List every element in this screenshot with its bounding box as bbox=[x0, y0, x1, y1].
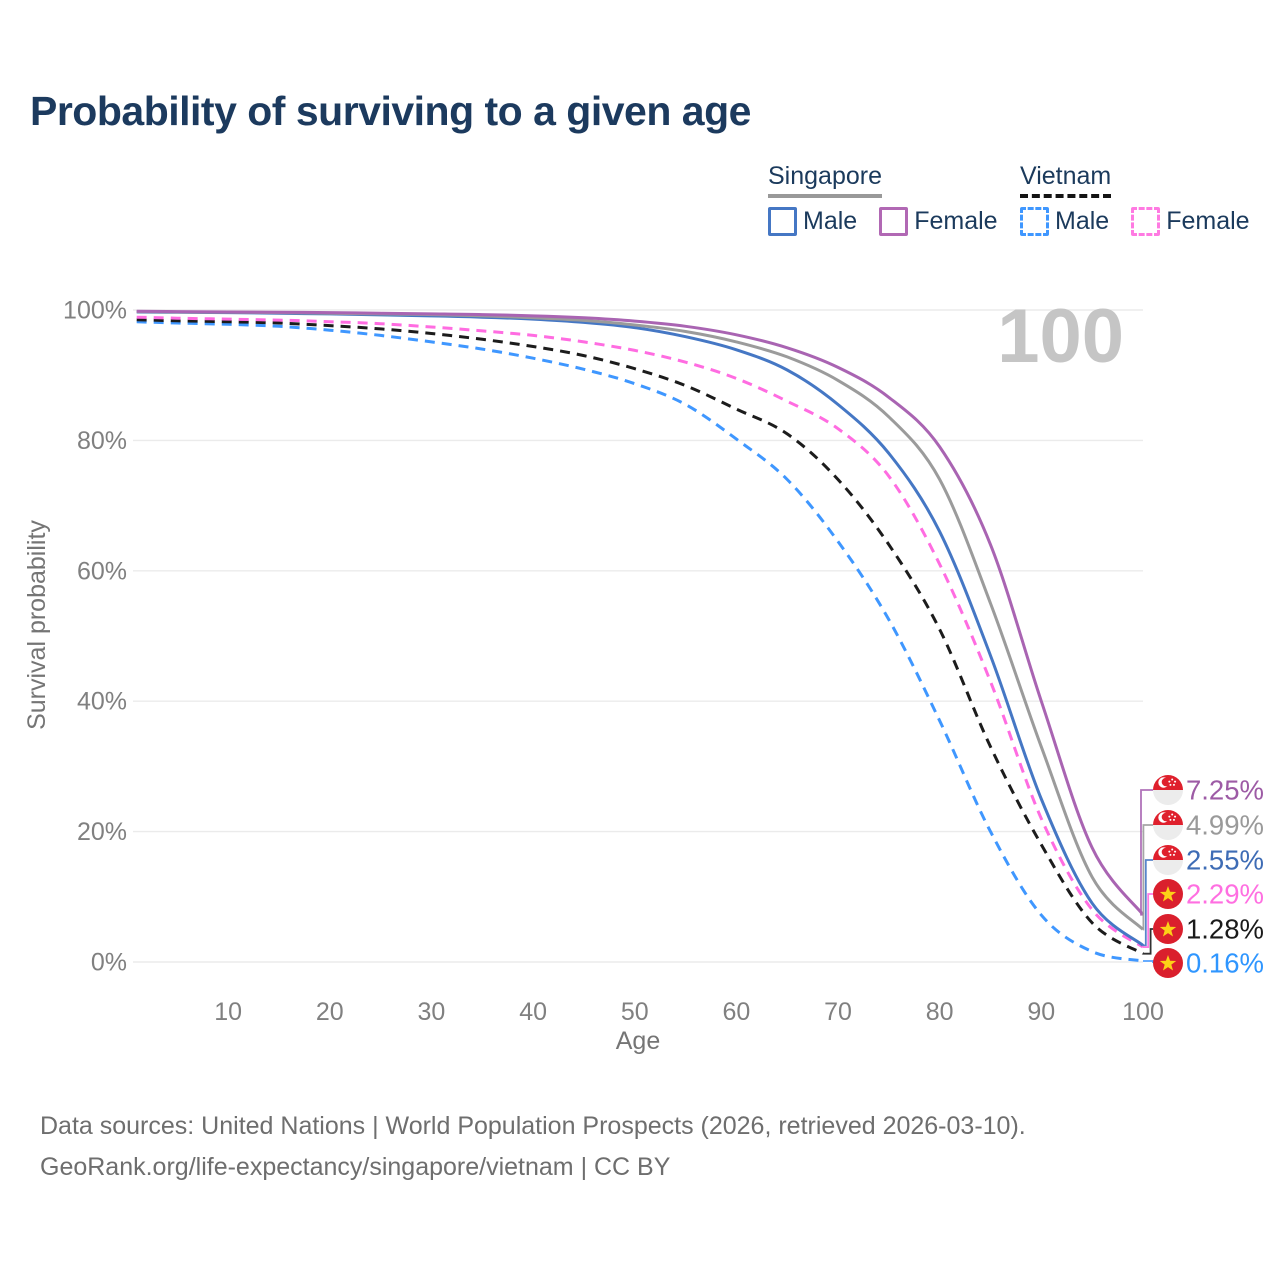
y-tick-label: 100% bbox=[63, 297, 127, 325]
end-label-connector-vietnam-male bbox=[1143, 960, 1154, 963]
x-tick-label: 70 bbox=[824, 998, 852, 1026]
legend-swatch-vietnam-female[interactable] bbox=[1131, 207, 1161, 236]
legend-swatch-vietnam-male[interactable] bbox=[1020, 207, 1049, 236]
y-tick-label: 60% bbox=[77, 557, 127, 585]
y-tick-label: 20% bbox=[77, 818, 127, 846]
y-axis-label: Survival probability bbox=[23, 520, 51, 730]
end-label-singapore-male: 2.55% bbox=[1186, 845, 1264, 876]
y-tick-label: 40% bbox=[77, 688, 127, 716]
end-label-singapore-female: 7.25% bbox=[1186, 775, 1264, 806]
end-label-connector-vietnam-both bbox=[1143, 928, 1153, 955]
end-label-vietnam-female: 2.29% bbox=[1186, 879, 1264, 910]
curve-vietnam-male[interactable] bbox=[136, 320, 1144, 963]
legend-items-singapore: Male Female bbox=[768, 207, 1020, 236]
legend-item-singapore-female[interactable]: Female bbox=[879, 207, 998, 236]
vietnam-flag-icon bbox=[1153, 948, 1183, 978]
page-title: Probability of surviving to a given age bbox=[30, 88, 751, 134]
end-label-connector-vietnam-female bbox=[1143, 893, 1153, 948]
legend-group-singapore: Singapore Male Female bbox=[768, 162, 1020, 236]
x-tick-label: 90 bbox=[1027, 998, 1055, 1026]
singapore-flag-icon bbox=[1153, 775, 1183, 805]
legend-swatch-singapore-female[interactable] bbox=[879, 207, 909, 236]
y-tick-label: 80% bbox=[77, 427, 127, 455]
x-tick-label: 10 bbox=[214, 998, 242, 1026]
end-label-vietnam-both: 1.28% bbox=[1186, 914, 1264, 945]
x-tick-label: 60 bbox=[722, 998, 750, 1026]
legend-item-vietnam-male[interactable]: Male bbox=[1020, 207, 1109, 236]
age-watermark: 100 bbox=[997, 294, 1124, 379]
legend-group-title-singapore: Singapore bbox=[768, 162, 882, 198]
vietnam-flag-icon bbox=[1153, 879, 1183, 909]
x-tick-label: 40 bbox=[519, 998, 547, 1026]
x-tick-label: 50 bbox=[621, 998, 649, 1026]
x-axis-label: Age bbox=[616, 1027, 660, 1055]
legend-label-vietnam-male: Male bbox=[1055, 207, 1110, 235]
end-label-connector-singapore-male bbox=[1143, 859, 1153, 947]
footer-line-datasources: Data sources: United Nations | World Pop… bbox=[40, 1112, 1026, 1140]
footer-attribution: Data sources: United Nations | World Pop… bbox=[40, 1106, 1026, 1188]
legend-item-singapore-male[interactable]: Male bbox=[768, 207, 857, 236]
x-tick-label: 100 bbox=[1122, 998, 1164, 1026]
legend-label-vietnam-female: Female bbox=[1166, 207, 1250, 235]
singapore-flag-icon bbox=[1153, 810, 1183, 840]
vietnam-flag-icon bbox=[1153, 914, 1183, 944]
x-tick-label: 80 bbox=[926, 998, 954, 1026]
legend-items-vietnam: Male Female bbox=[1020, 207, 1272, 236]
legend-swatch-singapore-male[interactable] bbox=[768, 207, 797, 236]
curve-singapore-female[interactable] bbox=[136, 309, 1145, 916]
footer-line-url: GeoRank.org/life-expectancy/singapore/vi… bbox=[40, 1153, 671, 1181]
legend-group-vietnam: Vietnam Male Female bbox=[1020, 162, 1272, 236]
y-tick-label: 0% bbox=[91, 949, 127, 977]
curve-singapore-both[interactable] bbox=[136, 310, 1145, 931]
legend-item-vietnam-female[interactable]: Female bbox=[1131, 207, 1250, 236]
x-tick-label: 30 bbox=[417, 998, 445, 1026]
legend-label-singapore-female: Female bbox=[914, 207, 998, 235]
curve-vietnam-both[interactable] bbox=[136, 318, 1144, 956]
singapore-flag-icon bbox=[1153, 845, 1183, 875]
curve-singapore-male[interactable] bbox=[136, 310, 1144, 947]
legend-group-title-vietnam: Vietnam bbox=[1020, 162, 1112, 198]
end-label-connector-singapore-both bbox=[1142, 824, 1153, 931]
legend-label-singapore-male: Male bbox=[803, 207, 858, 235]
end-label-connector-singapore-female bbox=[1140, 789, 1153, 916]
end-label-vietnam-male: 0.16% bbox=[1186, 948, 1264, 979]
end-label-singapore-both: 4.99% bbox=[1186, 810, 1264, 841]
x-tick-label: 20 bbox=[316, 998, 344, 1026]
curve-vietnam-female[interactable] bbox=[136, 315, 1144, 949]
